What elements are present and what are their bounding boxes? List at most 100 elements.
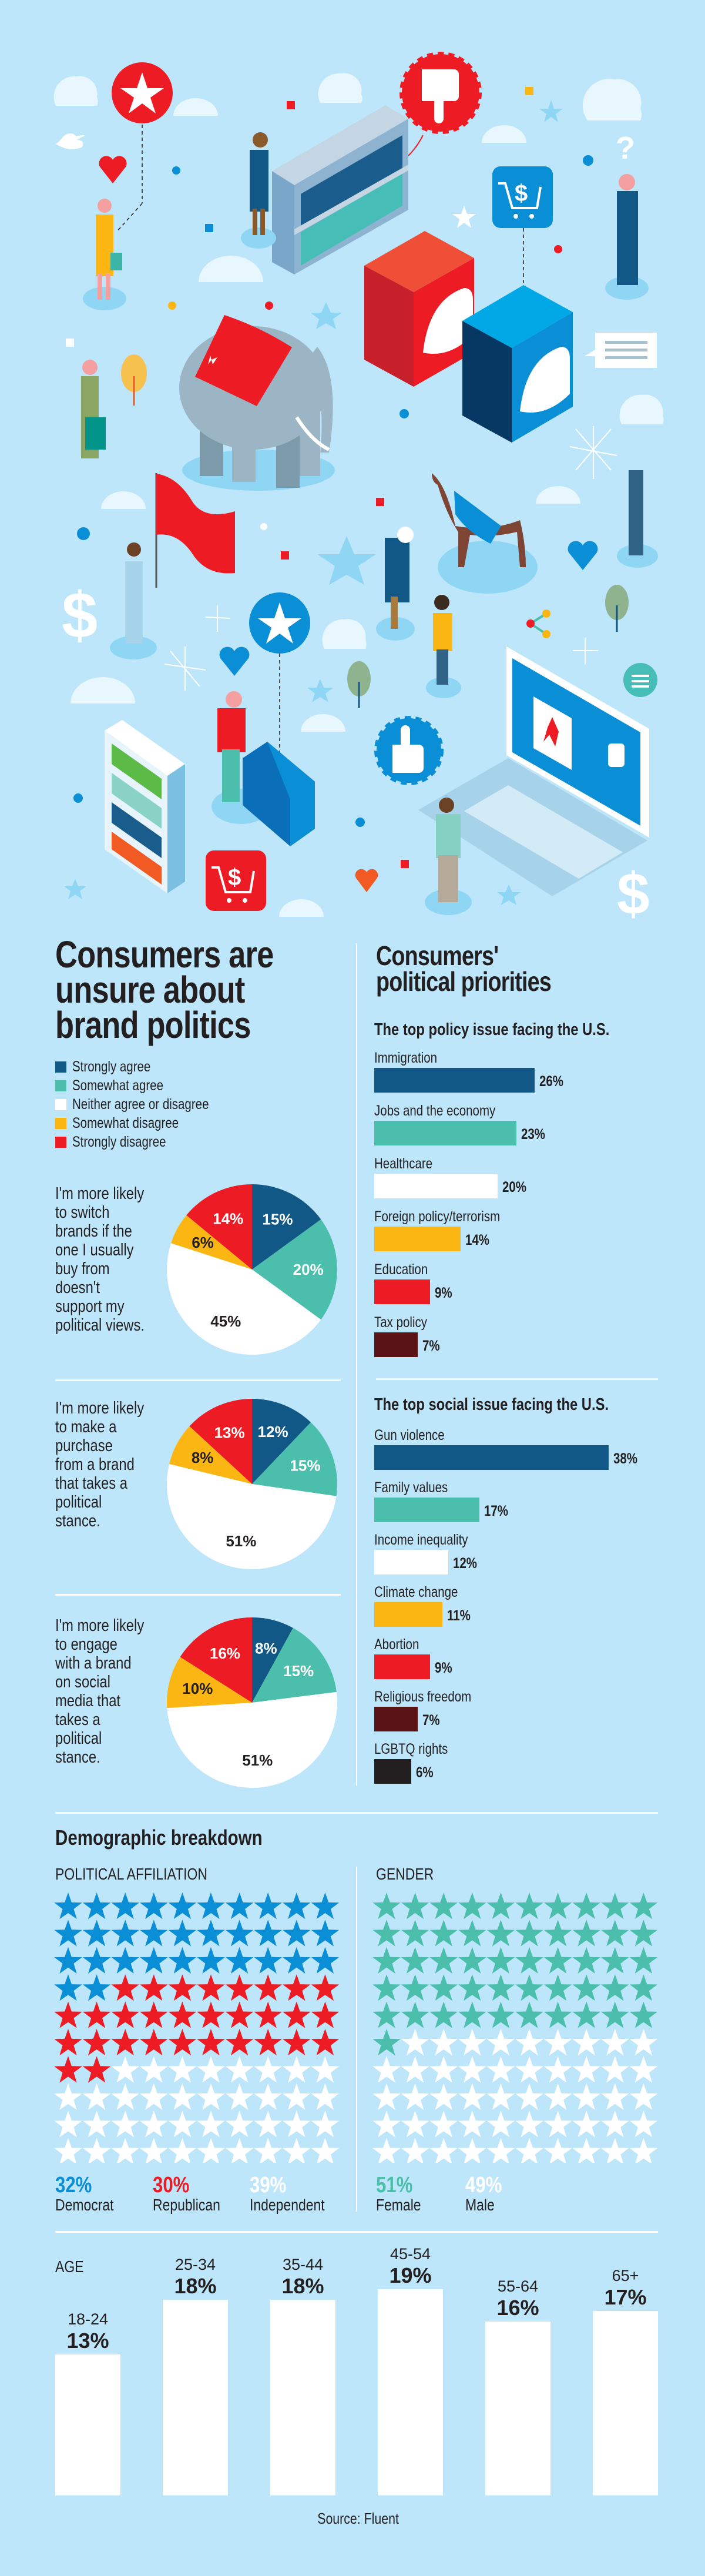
- bar-value-label: 17%: [484, 1503, 508, 1519]
- pictogram-star: [254, 1947, 282, 1974]
- pie-slice: [252, 1399, 311, 1484]
- pie-slice-label: 20%: [293, 1261, 324, 1278]
- tree-icon: [605, 585, 629, 632]
- pie-slice: [180, 1617, 252, 1703]
- bar-category-label: Healthcare: [374, 1155, 433, 1172]
- decorative-star-icon: [452, 206, 476, 228]
- pictogram-star: [311, 1974, 340, 2001]
- pictogram-star: [486, 2138, 515, 2163]
- bar: [374, 1498, 479, 1522]
- pictogram-star: [225, 1920, 254, 1947]
- bar: [374, 1332, 418, 1357]
- pictogram-star: [168, 1920, 197, 1947]
- pictogram-star: [429, 1974, 458, 2001]
- pie-slice: [252, 1219, 337, 1320]
- pictogram-star: [140, 2056, 168, 2083]
- pie-chart: 12%15% 51% 8%13%: [166, 1399, 337, 1569]
- pictogram-star: [225, 2138, 254, 2163]
- pie-question-line: I'm more likely: [55, 1616, 145, 1635]
- pictogram-percent: 30%: [153, 2173, 190, 2198]
- pictogram-star: [82, 2138, 111, 2163]
- pictogram-star: [168, 1947, 197, 1974]
- pictogram-star: [254, 1892, 282, 1920]
- bar: [374, 1707, 418, 1731]
- pictogram-star: [486, 1892, 515, 1920]
- pictogram-star: [458, 1920, 486, 1947]
- pictogram-star: [111, 2138, 139, 2163]
- pie-slice: [169, 1426, 252, 1484]
- pictogram-star: [429, 2056, 458, 2083]
- pictogram-star: [401, 2111, 429, 2138]
- pictogram-star: [254, 1974, 282, 2001]
- pictogram-star: [225, 2083, 254, 2110]
- pictogram-star: [601, 1892, 629, 1920]
- pictogram-star: [283, 2138, 311, 2163]
- tree-icon: [347, 661, 371, 708]
- age-label: AGE: [55, 2257, 84, 2276]
- pictogram-star: [225, 2056, 254, 2083]
- pictogram-star: [515, 1892, 543, 1920]
- pictogram-category: Republican: [153, 2196, 220, 2214]
- pictogram-star: [401, 2138, 429, 2163]
- pictogram-star: [168, 2083, 197, 2110]
- flag-icon: [110, 473, 235, 659]
- pie-slice-label: 12%: [258, 1423, 288, 1441]
- pictogram-star: [429, 2083, 458, 2110]
- pictogram-star: [82, 2056, 111, 2083]
- star-badge-icon: [249, 592, 310, 770]
- pictogram-star: [283, 1892, 311, 1920]
- pictogram-star: [429, 1892, 458, 1920]
- store-shelf: [272, 105, 408, 274]
- pictogram-star: [283, 1920, 311, 1947]
- pictogram-star: [283, 1947, 311, 1974]
- pie-question-line: takes a: [55, 1710, 100, 1729]
- bar: [374, 1550, 448, 1575]
- star-badge-icon: [112, 62, 173, 233]
- bar-category-label: Gun violence: [374, 1427, 445, 1443]
- pictogram-star: [601, 2056, 629, 2083]
- pie-question-line: stance.: [55, 1748, 100, 1767]
- age-value-label: 17%: [604, 2284, 647, 2309]
- pictogram-star: [601, 2111, 629, 2138]
- pictogram-star: [572, 2029, 600, 2056]
- bar-value-label: 20%: [502, 1179, 527, 1195]
- bar-value-label: 23%: [521, 1126, 545, 1143]
- pie-slice: [252, 1422, 337, 1496]
- pictogram-star: [372, 2056, 401, 2083]
- pictogram-star: [168, 2001, 197, 2028]
- pictogram-star: [572, 1974, 600, 2001]
- pictogram-star: [601, 2083, 629, 2110]
- legend-swatch: [55, 1061, 66, 1073]
- pictogram-star: [311, 1892, 340, 1920]
- pictogram-star: [140, 1920, 168, 1947]
- pictogram-star: [140, 2029, 168, 2056]
- bar: [374, 1445, 609, 1470]
- pictogram-star: [197, 1920, 225, 1947]
- legend-item: Strongly disagree: [55, 1133, 239, 1151]
- pictogram-star: [283, 2056, 311, 2083]
- pictogram-star: [629, 2138, 658, 2163]
- bar: [374, 1759, 411, 1784]
- pictogram-star: [515, 1920, 543, 1947]
- pictogram-star: [197, 1892, 225, 1920]
- pictogram-star: [429, 2138, 458, 2163]
- policy-issue-title: The top policy issue facing the U.S.: [374, 1020, 610, 1039]
- pie-question-line: purchase: [55, 1436, 113, 1455]
- pictogram-star: [429, 2001, 458, 2028]
- pictogram-star: [401, 1892, 429, 1920]
- pie-slice-label: 8%: [192, 1449, 214, 1466]
- pictogram-star: [572, 2083, 600, 2110]
- legend-swatch: [55, 1098, 66, 1110]
- pictogram-star: [401, 2029, 429, 2056]
- legend-label: Somewhat agree: [72, 1077, 163, 1094]
- divider: [55, 1812, 658, 1814]
- source-text: Source: Fluent: [317, 2510, 400, 2527]
- decorative-star-icon: [64, 100, 563, 905]
- pictogram-star: [458, 2056, 486, 2083]
- pictogram-star: [54, 1920, 82, 1947]
- person-figure: [426, 595, 461, 698]
- person-figure: [617, 470, 658, 568]
- legend-item: Somewhat agree: [55, 1076, 239, 1095]
- pictogram-star: [311, 2029, 340, 2056]
- pictogram-star: [429, 1920, 458, 1947]
